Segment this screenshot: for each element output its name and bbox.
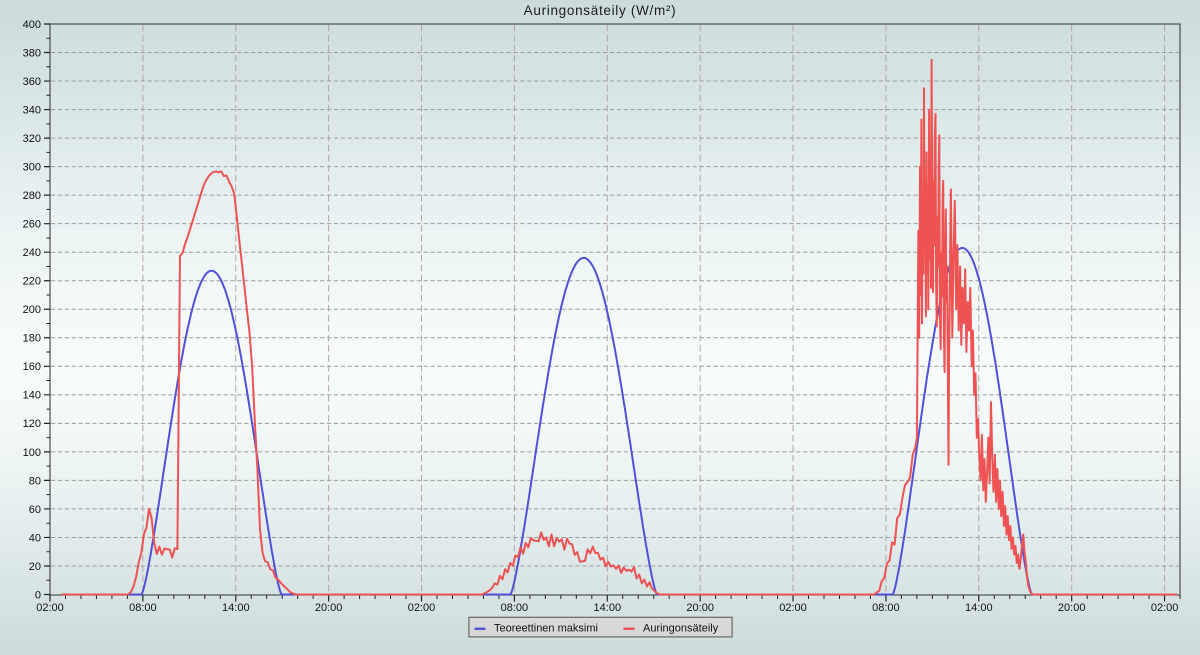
svg-text:140: 140 bbox=[23, 390, 41, 402]
svg-text:240: 240 bbox=[23, 247, 41, 259]
svg-text:14:00: 14:00 bbox=[222, 602, 250, 614]
svg-text:40: 40 bbox=[29, 532, 41, 544]
svg-text:08:00: 08:00 bbox=[129, 602, 157, 614]
svg-text:08:00: 08:00 bbox=[501, 602, 529, 614]
svg-text:0: 0 bbox=[35, 589, 41, 601]
svg-text:60: 60 bbox=[29, 504, 41, 516]
svg-text:320: 320 bbox=[23, 133, 41, 145]
svg-text:160: 160 bbox=[23, 361, 41, 373]
svg-text:80: 80 bbox=[29, 475, 41, 487]
svg-text:280: 280 bbox=[23, 190, 41, 202]
svg-text:02:00: 02:00 bbox=[779, 602, 807, 614]
svg-text:20:00: 20:00 bbox=[1058, 602, 1086, 614]
svg-text:120: 120 bbox=[23, 418, 41, 430]
svg-text:220: 220 bbox=[23, 276, 41, 288]
svg-text:340: 340 bbox=[23, 105, 41, 117]
svg-text:Auringonsäteily: Auringonsäteily bbox=[643, 622, 719, 634]
svg-text:360: 360 bbox=[23, 76, 41, 88]
svg-text:Teoreettinen maksimi: Teoreettinen maksimi bbox=[494, 622, 598, 634]
svg-text:Auringonsäteily (W/m²): Auringonsäteily (W/m²) bbox=[524, 3, 677, 18]
svg-text:300: 300 bbox=[23, 162, 41, 174]
svg-text:14:00: 14:00 bbox=[594, 602, 622, 614]
svg-text:260: 260 bbox=[23, 219, 41, 231]
svg-text:02:00: 02:00 bbox=[36, 602, 64, 614]
svg-text:180: 180 bbox=[23, 333, 41, 345]
svg-text:200: 200 bbox=[23, 304, 41, 316]
svg-text:20:00: 20:00 bbox=[315, 602, 343, 614]
svg-text:02:00: 02:00 bbox=[1151, 602, 1179, 614]
svg-text:02:00: 02:00 bbox=[408, 602, 436, 614]
svg-text:14:00: 14:00 bbox=[965, 602, 993, 614]
svg-text:100: 100 bbox=[23, 447, 41, 459]
svg-text:08:00: 08:00 bbox=[872, 602, 900, 614]
svg-text:20: 20 bbox=[29, 561, 41, 573]
svg-text:400: 400 bbox=[23, 19, 41, 31]
svg-text:20:00: 20:00 bbox=[686, 602, 714, 614]
svg-text:380: 380 bbox=[23, 47, 41, 59]
